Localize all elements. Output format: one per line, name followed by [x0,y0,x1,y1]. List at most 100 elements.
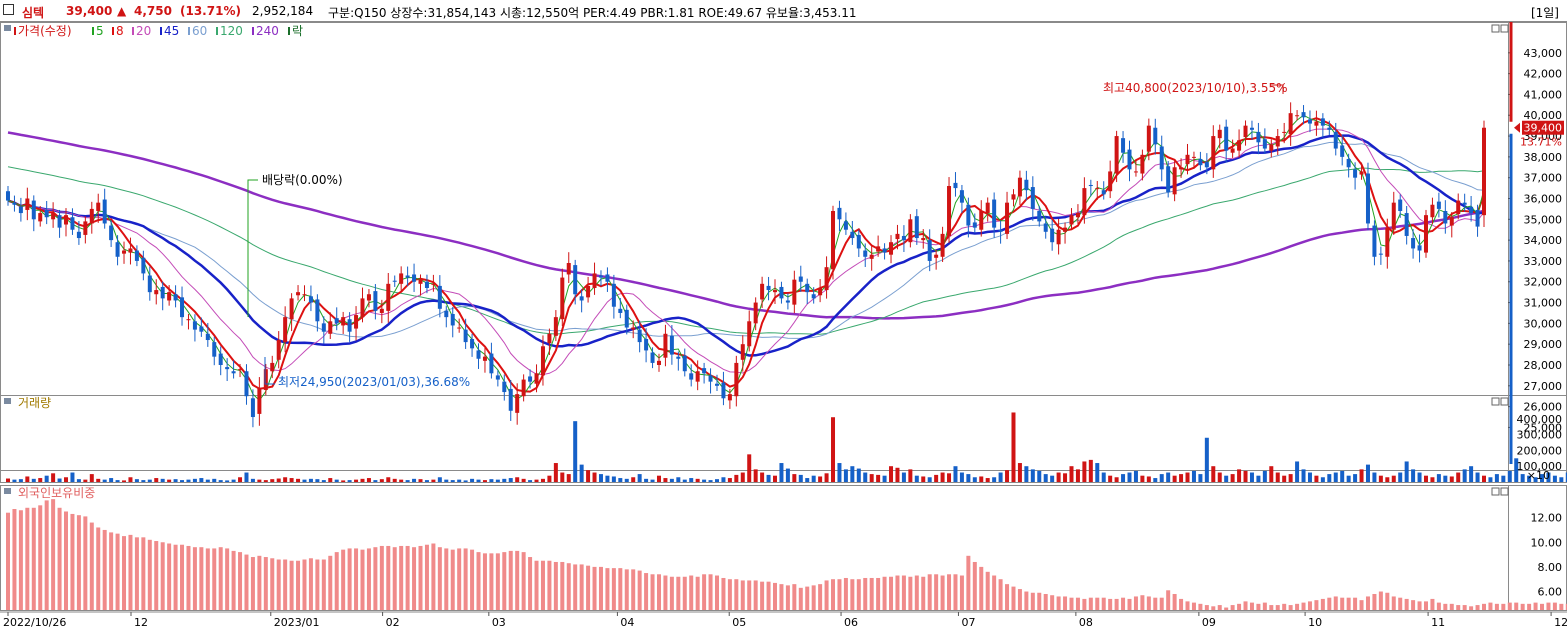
foreign-bar [1359,600,1364,610]
candle-up [83,221,88,235]
volume-bar [366,478,371,482]
candle-down [134,250,139,261]
candle-up [1295,115,1300,117]
volume-bar [605,475,610,482]
volume-bar [76,479,81,482]
foreign-bar [1494,603,1499,610]
candle-down [1262,139,1267,149]
foreign-bar [1391,596,1396,610]
volume-bar [238,477,243,482]
date-tick-label: 02 [386,616,400,629]
foreign-bar [811,585,816,610]
volume-bar [1540,474,1545,482]
candle-up [38,213,43,222]
volume-bar [644,478,649,482]
volume-menu-icon[interactable] [4,398,11,404]
foreign-bar [850,579,855,610]
foreign-bar [869,577,874,610]
foreign-bar [354,548,359,610]
foreign-bar [238,552,243,610]
foreign-bar [1507,602,1512,610]
foreign-bar [773,582,778,610]
foreign-bar [1423,601,1428,610]
legend-swatch [288,27,290,35]
candle-up [154,290,159,295]
panel-maximize-icon[interactable] [1500,487,1509,496]
candle-down [412,274,417,282]
volume-bar [1327,474,1332,482]
foreign-bar [592,566,597,610]
panel-frame [0,395,1567,483]
volume-bar [1527,475,1532,482]
candle-down [611,283,616,307]
volume-bar [102,479,107,482]
volume-bar [579,464,584,482]
candle-up [399,273,404,284]
candle-down [1030,187,1035,209]
volume-tick-label: 100,000 [1517,460,1563,473]
volume-bar [669,478,674,482]
panel-minimize-icon[interactable] [1491,397,1500,406]
panel-maximize-icon[interactable] [1500,397,1509,406]
candle-down [1307,119,1312,124]
foreign-bar [837,579,842,610]
volume-bar [1075,469,1080,482]
candle-up [553,317,558,336]
foreign-menu-icon[interactable] [4,488,11,494]
candle-down [998,229,1003,232]
stock-chart[interactable]: 가격(수정) 5 8 20 45 60 120 240 락 최고40,800(2023/10/… [0,22,1567,630]
panel-maximize-icon[interactable] [1500,24,1509,33]
panel-minimize-icon[interactable] [1491,24,1500,33]
volume-bar [534,479,539,482]
foreign-bar [57,507,62,610]
foreign-bar [1398,597,1403,610]
foreign-bar [154,541,159,610]
foreign-bar [1069,597,1074,610]
foreign-bar [540,560,545,610]
volume-bar [283,477,288,482]
legend-swatch [188,27,190,35]
foreign-bar [1282,603,1287,610]
volume-bar [727,478,732,482]
foreign-bar [753,580,758,610]
candle-down [12,202,17,205]
foreign-bar [1404,598,1409,610]
price-tick-label: 30,000 [1524,317,1563,330]
stock-name[interactable]: 심텍 [22,6,45,20]
volume-bar [947,473,952,482]
volume-bar [1191,470,1196,482]
volume-bar [463,480,468,482]
volume-bar [1398,472,1403,482]
foreign-bar [901,575,906,610]
volume-bar [1159,474,1164,482]
candle-up [1282,131,1287,133]
candle-up [1288,113,1293,134]
panel-frames [0,22,1567,613]
panel-menu-icon[interactable] [4,25,11,31]
volume-bar [444,479,449,482]
volume-bar [1217,472,1222,482]
candle-up [889,242,894,255]
low-annotation: 최저24,950(2023/01/03),36.68% [278,375,470,389]
foreign-bar [1527,603,1532,610]
volume-bar [598,474,603,482]
period-selector[interactable]: [1일] [1530,6,1559,20]
volume-bar [302,479,307,482]
foreign-bar [966,555,971,610]
panel-minimize-icon[interactable] [1491,487,1500,496]
price-tick-label: 36,000 [1524,192,1563,205]
foreign-bar [824,580,829,610]
volume-bar [122,480,127,482]
select-checkbox[interactable] [3,4,14,15]
volume-bar [934,474,939,482]
candle-down [109,225,114,241]
price-axis: 25,000 26,000 27,000 28,000 29,000 30,000 31,0… [1508,22,1564,464]
volume-bar [276,478,281,482]
volume-bar [386,477,391,482]
foreign-bar [257,555,262,610]
volume-bar [1056,472,1061,482]
volume-bar [244,472,249,482]
foreign-bar [579,564,584,610]
candle-down [837,207,842,220]
candle-up [592,273,597,288]
